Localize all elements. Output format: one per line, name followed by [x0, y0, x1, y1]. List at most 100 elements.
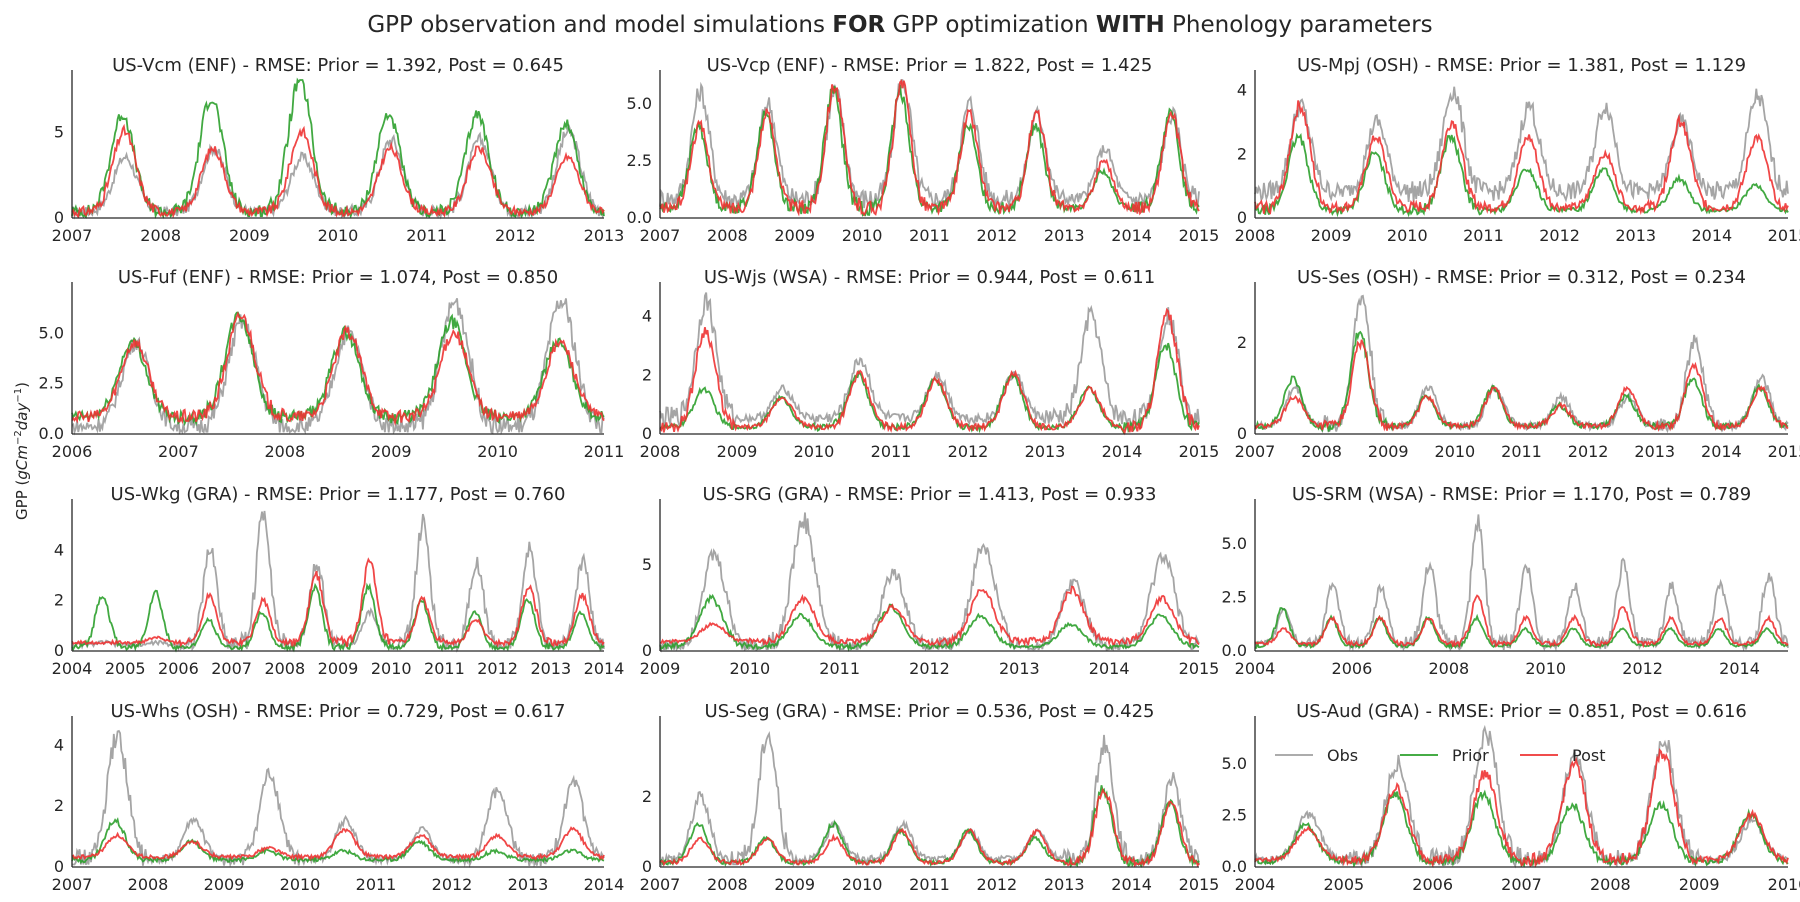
y-tick-label: 4 — [54, 735, 64, 754]
subplot-title: US-Vcp (ENF) - RMSE: Prior = 1.822, Post… — [707, 55, 1153, 76]
subplot-title: US-Wjs (WSA) - RMSE: Prior = 0.944, Post… — [704, 267, 1155, 288]
x-tick-label: 2007 — [158, 442, 199, 461]
series-line-obs — [71, 297, 605, 436]
x-tick-label: 2015 — [1768, 442, 1800, 461]
x-tick-label: 2012 — [477, 659, 518, 678]
x-tick-label: 2010 — [318, 226, 359, 245]
subplot-title: US-Vcm (ENF) - RMSE: Prior = 1.392, Post… — [112, 55, 564, 76]
subplot-title: US-Aud (GRA) - RMSE: Prior = 0.851, Post… — [1296, 701, 1747, 722]
series-line-obs — [659, 79, 1200, 211]
subplot-5: US-Ses (OSH) - RMSE: Prior = 0.312, Post… — [1235, 267, 1800, 461]
x-tick-label: 2010 — [1435, 442, 1476, 461]
series-line-prior — [1254, 607, 1789, 650]
y-tick-label: 4 — [642, 307, 652, 326]
y-tick-label: 0.0 — [39, 424, 64, 443]
x-tick-label: 2012 — [1568, 442, 1609, 461]
subplot-title: US-SRM (WSA) - RMSE: Prior = 1.170, Post… — [1292, 484, 1751, 505]
x-tick-label: 2012 — [1539, 226, 1580, 245]
suptitle-part: Phenology parameters — [1164, 12, 1433, 38]
subplot-3: US-Fuf (ENF) - RMSE: Prior = 1.074, Post… — [39, 267, 625, 461]
series-line-prior — [71, 582, 605, 653]
subplot-10: US-Seg (GRA) - RMSE: Prior = 0.536, Post… — [640, 701, 1220, 894]
series-line-obs — [1254, 86, 1789, 203]
x-tick-label: 2013 — [1044, 226, 1085, 245]
suptitle-part: GPP observation and model simulations — [367, 12, 833, 38]
x-tick-label: 2015 — [1179, 442, 1220, 461]
y-tick-label: 5.0 — [1222, 534, 1247, 553]
x-tick-label: 2015 — [1179, 226, 1220, 245]
y-tick-label: 2.5 — [627, 151, 652, 170]
x-tick-label: 2006 — [1332, 659, 1373, 678]
x-tick-label: 2013 — [999, 659, 1040, 678]
x-tick-label: 2008 — [264, 659, 305, 678]
series-line-post — [659, 307, 1200, 436]
y-tick-label: 5.0 — [1222, 754, 1247, 773]
x-tick-label: 2009 — [1679, 875, 1720, 894]
x-tick-label: 2012 — [977, 226, 1018, 245]
x-tick-label: 2010 — [794, 442, 835, 461]
x-tick-label: 2013 — [1615, 226, 1656, 245]
x-tick-label: 2009 — [774, 226, 815, 245]
x-tick-label: 2010 — [1768, 875, 1800, 894]
x-tick-label: 2004 — [1235, 659, 1276, 678]
x-tick-label: 2013 — [1025, 442, 1066, 461]
x-tick-label: 2009 — [318, 659, 359, 678]
series-line-post — [71, 826, 605, 861]
series-line-post — [659, 585, 1200, 647]
x-tick-label: 2013 — [1044, 875, 1085, 894]
x-tick-label: 2012 — [495, 226, 536, 245]
series-line-prior — [71, 77, 605, 220]
x-tick-label: 2012 — [432, 875, 473, 894]
subplot-7: US-SRG (GRA) - RMSE: Prior = 1.413, Post… — [640, 484, 1220, 678]
x-tick-label: 2013 — [1634, 442, 1675, 461]
x-tick-label: 2011 — [909, 875, 950, 894]
x-tick-label: 2010 — [280, 875, 321, 894]
x-tick-label: 2008 — [1428, 659, 1469, 678]
subplot-4: US-Wjs (WSA) - RMSE: Prior = 0.944, Post… — [640, 267, 1220, 461]
series-line-obs — [71, 510, 605, 653]
x-tick-label: 2008 — [264, 442, 305, 461]
y-tick-label: 4 — [54, 540, 64, 559]
x-tick-label: 2011 — [1501, 442, 1542, 461]
x-tick-label: 2015 — [1179, 875, 1220, 894]
y-tick-label: 0 — [642, 424, 652, 443]
subplot-title: US-Seg (GRA) - RMSE: Prior = 0.536, Post… — [705, 701, 1155, 722]
x-tick-label: 2008 — [640, 442, 681, 461]
x-tick-label: 2008 — [128, 875, 169, 894]
y-tick-label: 4 — [1237, 81, 1247, 100]
series-line-prior — [659, 593, 1200, 653]
y-tick-label: 0.0 — [627, 208, 652, 227]
y-tick-label: 0.0 — [1222, 857, 1247, 876]
y-tick-label: 2 — [642, 365, 652, 384]
x-tick-label: 2013 — [530, 659, 571, 678]
subplot-title: US-Whs (OSH) - RMSE: Prior = 0.729, Post… — [111, 701, 566, 722]
y-tick-label: 5 — [54, 122, 64, 141]
x-tick-label: 2015 — [1768, 226, 1800, 245]
x-tick-label: 2014 — [1102, 442, 1143, 461]
subplot-1: US-Vcp (ENF) - RMSE: Prior = 1.822, Post… — [627, 55, 1220, 245]
x-tick-label: 2011 — [406, 226, 447, 245]
y-tick-label: 0 — [54, 208, 64, 227]
x-tick-label: 2008 — [1301, 442, 1342, 461]
series-line-obs — [659, 512, 1200, 653]
legend: Obs Prior Post — [1275, 746, 1605, 765]
x-tick-label: 2015 — [1179, 659, 1220, 678]
x-tick-label: 2011 — [819, 659, 860, 678]
x-tick-label: 2008 — [707, 226, 748, 245]
x-tick-label: 2009 — [717, 442, 758, 461]
x-tick-label: 2013 — [508, 875, 549, 894]
series-line-obs — [659, 292, 1200, 429]
x-tick-label: 2010 — [729, 659, 770, 678]
x-tick-label: 2014 — [584, 659, 625, 678]
x-tick-label: 2006 — [1412, 875, 1453, 894]
x-tick-label: 2007 — [1235, 442, 1276, 461]
subplot-8: US-SRM (WSA) - RMSE: Prior = 1.170, Post… — [1222, 484, 1789, 678]
series-line-post — [1254, 747, 1789, 869]
x-tick-label: 2008 — [140, 226, 181, 245]
x-tick-label: 2007 — [640, 226, 681, 245]
y-tick-label: 0.0 — [1222, 641, 1247, 660]
y-tick-label: 2.5 — [1222, 588, 1247, 607]
suptitle-bold-for: FOR — [832, 12, 886, 38]
x-tick-label: 2011 — [909, 226, 950, 245]
